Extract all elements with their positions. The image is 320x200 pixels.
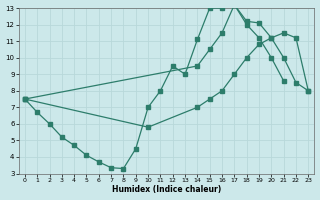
- X-axis label: Humidex (Indice chaleur): Humidex (Indice chaleur): [112, 185, 221, 194]
